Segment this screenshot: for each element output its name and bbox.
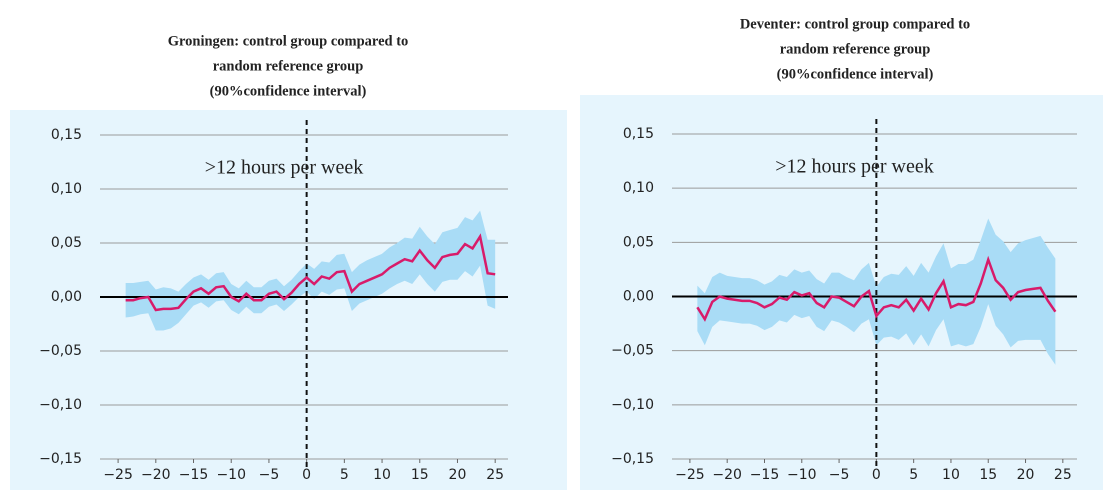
x-tick-label: −15 xyxy=(750,467,780,483)
x-tick-label: 10 xyxy=(373,467,391,483)
chart-title: Groningen: control group compared to xyxy=(168,33,409,49)
y-tick-label: 0,00 xyxy=(623,289,654,305)
y-tick-label: −0,05 xyxy=(39,343,82,359)
x-tick-label: −5 xyxy=(829,467,850,483)
x-tick-label: 25 xyxy=(1054,467,1072,483)
x-tick-label: −25 xyxy=(675,467,705,483)
chart-title: Deventer: control group compared to xyxy=(740,16,970,32)
y-tick-label: −0,15 xyxy=(39,451,82,467)
annotation: >12 hours per week xyxy=(205,157,363,179)
y-tick-label: 0,00 xyxy=(51,289,82,305)
x-tick-label: 15 xyxy=(411,467,429,483)
chart-title: random reference group xyxy=(780,41,931,57)
data-line xyxy=(696,255,1057,322)
y-tick-label: 0,05 xyxy=(51,235,82,251)
y-tick-label: −0,10 xyxy=(611,397,654,413)
chart-title: (90%confidence interval) xyxy=(210,83,367,99)
x-tick-label: −20 xyxy=(712,467,742,483)
y-tick-label: 0,15 xyxy=(623,126,654,142)
x-tick-label: −25 xyxy=(103,467,133,483)
chart-title: (90%confidence interval) xyxy=(777,66,934,82)
annotation: >12 hours per week xyxy=(775,156,933,178)
x-tick-label: 20 xyxy=(1017,467,1035,483)
x-tick-label: 15 xyxy=(979,467,997,483)
data-line xyxy=(125,233,496,312)
x-tick-label: 0 xyxy=(302,467,311,483)
x-tick-label: 10 xyxy=(942,467,960,483)
y-tick-label: −0,10 xyxy=(39,397,82,413)
x-tick-label: 5 xyxy=(340,467,349,483)
x-tick-label: −10 xyxy=(216,467,246,483)
x-tick-label: 0 xyxy=(872,467,881,483)
y-tick-label: −0,15 xyxy=(611,451,654,467)
x-tick-label: −5 xyxy=(259,467,280,483)
chart-title: random reference group xyxy=(213,58,364,74)
confidence-band xyxy=(125,210,496,331)
x-tick-label: −20 xyxy=(141,467,171,483)
x-tick-label: 20 xyxy=(449,467,467,483)
y-tick-label: 0,15 xyxy=(51,127,82,143)
x-tick-label: 25 xyxy=(486,467,504,483)
y-tick-label: 0,05 xyxy=(623,234,654,250)
x-tick-label: −15 xyxy=(179,467,209,483)
y-tick-label: 0,10 xyxy=(623,180,654,196)
x-tick-label: −10 xyxy=(787,467,817,483)
y-tick-label: −0,05 xyxy=(611,343,654,359)
y-tick-label: 0,10 xyxy=(51,181,82,197)
x-tick-label: 5 xyxy=(909,467,918,483)
